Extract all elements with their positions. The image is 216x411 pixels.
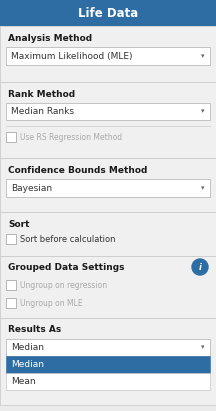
Text: Bayesian: Bayesian (11, 183, 52, 192)
Bar (6, 179, 210, 197)
Text: Median: Median (11, 343, 44, 352)
Bar (6, 103, 210, 120)
Text: Grouped Data Settings: Grouped Data Settings (8, 263, 124, 272)
Bar (0, 82, 216, 158)
Bar (6, 373, 210, 390)
Text: ▾: ▾ (200, 344, 204, 351)
Text: ▾: ▾ (200, 53, 204, 59)
Bar (6, 47, 210, 65)
Text: Median: Median (11, 360, 44, 369)
Bar (6, 132, 16, 142)
Text: i: i (199, 263, 202, 272)
Text: Sort: Sort (8, 219, 30, 229)
Bar (0, 256, 216, 318)
Bar (0, 318, 216, 405)
Bar (6, 280, 16, 290)
Text: Median Ranks: Median Ranks (11, 107, 74, 116)
Text: Maximum Likelihood (MLE): Maximum Likelihood (MLE) (11, 51, 132, 60)
Circle shape (192, 259, 208, 275)
Bar (6, 356, 210, 373)
Text: Use RS Regression Method: Use RS Regression Method (20, 132, 122, 141)
Text: Rank Method: Rank Method (8, 90, 75, 99)
Text: ▾: ▾ (200, 109, 204, 115)
Text: Sort before calculation: Sort before calculation (20, 235, 116, 243)
Bar (0, 26, 216, 82)
Bar (0, 158, 216, 212)
Text: Life Data: Life Data (78, 7, 138, 19)
Text: Analysis Method: Analysis Method (8, 34, 92, 42)
Bar (0, 212, 216, 256)
Text: Results As: Results As (8, 326, 61, 335)
Text: Ungroup on regression: Ungroup on regression (20, 280, 107, 289)
Text: ▾: ▾ (200, 185, 204, 191)
Bar (6, 234, 16, 244)
Bar (6, 339, 210, 356)
Text: Mean: Mean (11, 377, 36, 386)
Text: Confidence Bounds Method: Confidence Bounds Method (8, 166, 147, 175)
Bar (0, 0, 216, 26)
Text: Ungroup on MLE: Ungroup on MLE (20, 298, 83, 307)
Bar (6, 298, 16, 308)
